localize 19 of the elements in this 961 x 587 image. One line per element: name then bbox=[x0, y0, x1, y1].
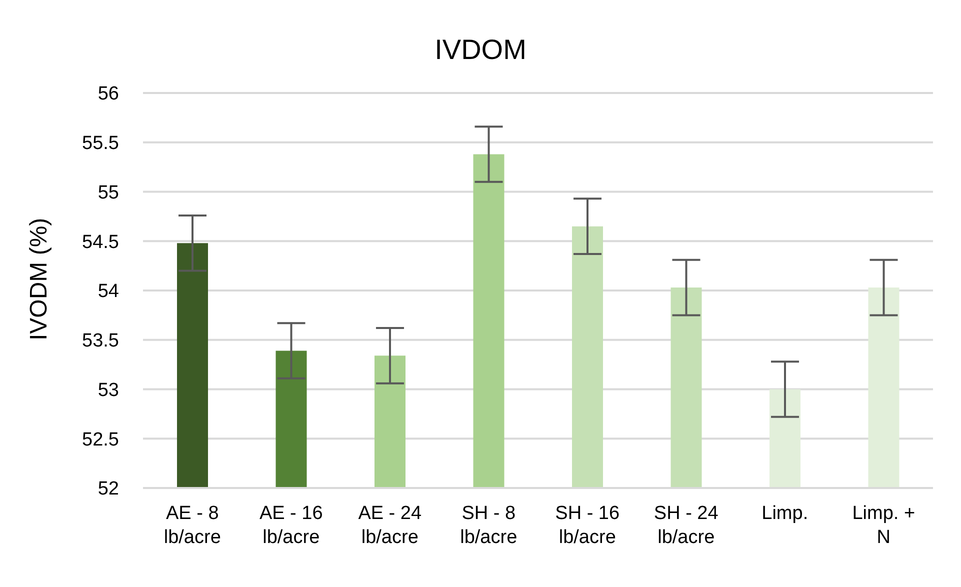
x-tick-label: Limp. + N bbox=[852, 503, 916, 548]
chart-title: IVDOM bbox=[434, 34, 528, 66]
x-tick-label: SH - 8 lb/acre bbox=[460, 503, 518, 548]
y-tick-label: 54 bbox=[98, 281, 120, 302]
y-tick-label: 53.5 bbox=[82, 330, 119, 352]
x-tick-label: AE - 24 lb/acre bbox=[358, 503, 422, 548]
y-tick-label: 53 bbox=[98, 380, 119, 401]
y-tick-label: 55 bbox=[98, 182, 119, 204]
y-tick-label: 55.5 bbox=[82, 133, 119, 154]
y-tick-label: 56 bbox=[98, 84, 119, 105]
x-tick-label: SH - 24 lb/acre bbox=[654, 503, 719, 548]
x-tick-label: Limp. bbox=[762, 503, 808, 524]
x-tick-label: AE - 16 lb/acre bbox=[259, 503, 323, 548]
y-tick-label: 54.5 bbox=[82, 232, 119, 253]
y-axis-title: IVODM (%) bbox=[26, 218, 53, 340]
y-tick-label: 52 bbox=[98, 478, 119, 500]
y-tick-label: 52.5 bbox=[82, 429, 119, 450]
x-tick-label: AE - 8 lb/acre bbox=[164, 503, 221, 548]
x-tick-label: SH - 16 lb/acre bbox=[555, 503, 620, 548]
